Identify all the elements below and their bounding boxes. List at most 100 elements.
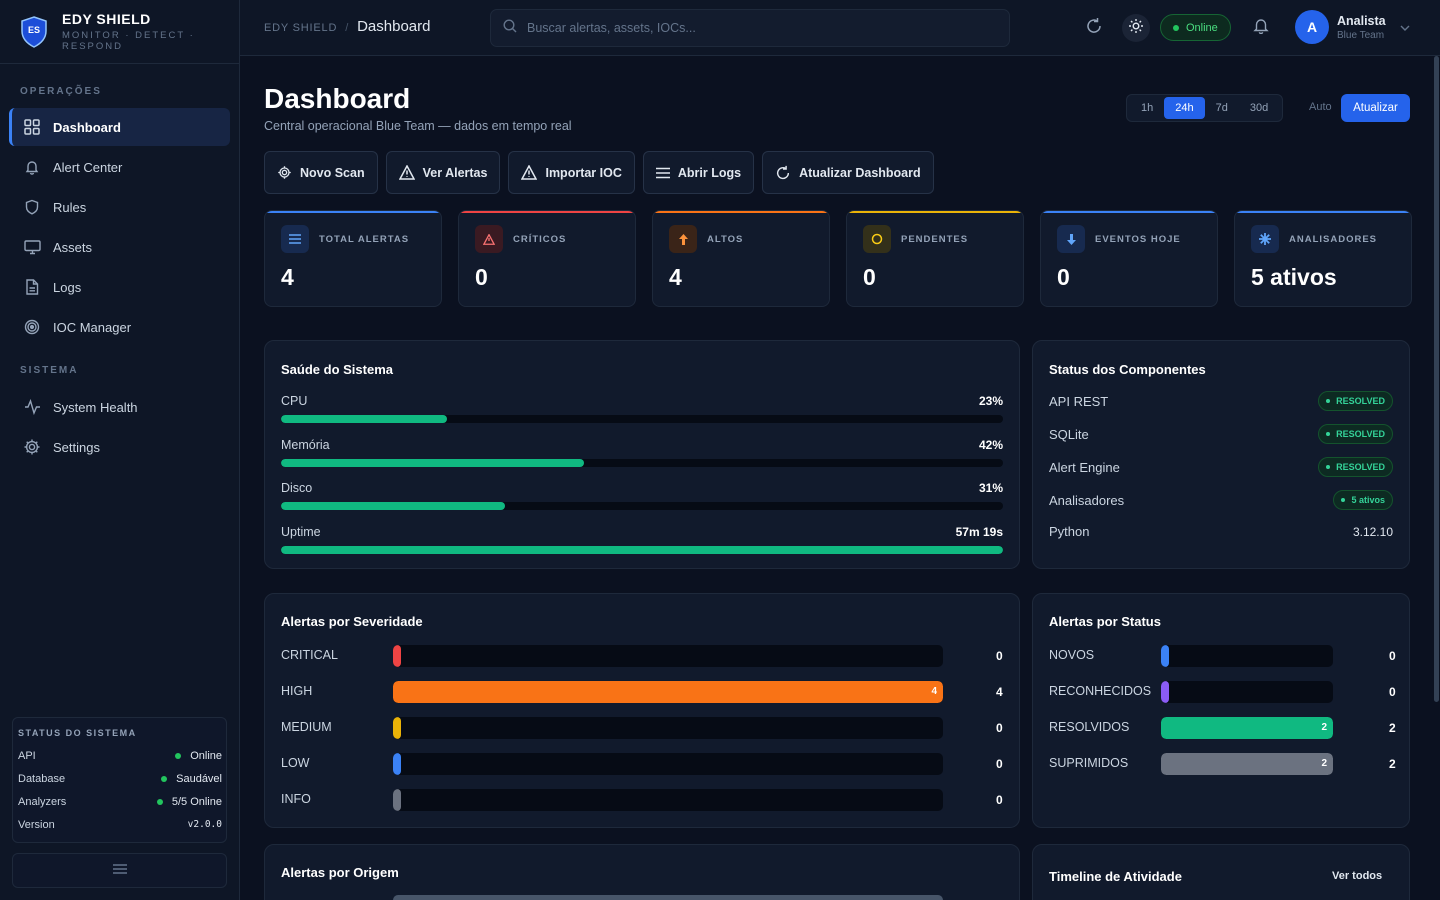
bar-fill[interactable]: 2 [1161, 717, 1333, 739]
bar-count: 2 [1389, 721, 1396, 735]
system-status-row: Version v2.0.0 [18, 813, 222, 836]
breadcrumb-current: Dashboard [357, 18, 431, 35]
action-label: Novo Scan [300, 165, 365, 180]
component-label: API REST [1049, 393, 1109, 409]
nav-section-operations: OPERAÇÕES [20, 86, 102, 97]
bar-fill[interactable] [393, 717, 401, 739]
refresh-button[interactable]: Atualizar [1341, 94, 1410, 122]
sidebar-item-dashboard[interactable]: Dashboard [9, 108, 230, 146]
status-value: v2.0.0 [187, 819, 222, 830]
range-option-30d[interactable]: 30d [1249, 102, 1269, 114]
kpi-label: ANALISADORES [1289, 233, 1378, 245]
sidebar-item-alert-center[interactable]: Alert Center [9, 148, 230, 186]
kpi-value: 0 [863, 264, 876, 290]
refresh-dashboard-button[interactable]: Atualizar Dashboard [762, 151, 934, 194]
status-chart-card: Alertas por Status NOVOS 0 RECONHECIDOS 0 RE… [1032, 593, 1410, 828]
metric-track [281, 502, 1003, 510]
kpi-critical[interactable]: CRÍTICOS 0 [458, 210, 636, 307]
search-input[interactable] [527, 21, 987, 35]
arrow-up-icon [669, 225, 697, 253]
sidebar-item-logs[interactable]: Logs [9, 268, 230, 306]
bar-label: INFO [281, 792, 311, 806]
breadcrumb-root[interactable]: EDY SHIELD [264, 22, 338, 34]
gear-icon [278, 166, 291, 179]
import-ioc-button[interactable]: Importar IOC [508, 151, 635, 194]
user-menu[interactable]: A Analista Blue Team [1295, 10, 1410, 44]
refresh-icon [777, 165, 790, 179]
sidebar: ES EDY SHIELD MONITOR · DETECT · RESPOND… [0, 0, 240, 900]
auto-refresh-toggle[interactable]: Auto [1309, 101, 1332, 113]
component-label: Analisadores [1049, 492, 1125, 508]
bar-label: RESOLVIDOS [1049, 720, 1130, 734]
sidebar-item-assets[interactable]: Assets [9, 228, 230, 266]
collapse-sidebar-button[interactable] [12, 853, 227, 888]
bell-icon [23, 158, 41, 176]
view-all-link[interactable]: Ver todos [1332, 870, 1383, 882]
metric-memory: Memória 42% [281, 438, 1003, 467]
kpi-pending[interactable]: PENDENTES 0 [846, 210, 1024, 307]
kpi-total-alerts[interactable]: TOTAL ALERTAS 4 [264, 210, 442, 307]
range-option-24h[interactable]: 24h [1164, 97, 1205, 119]
bar-fill[interactable]: 2 [1161, 753, 1333, 775]
action-label: Atualizar Dashboard [799, 165, 921, 180]
component-value: 3.12.10 [1352, 524, 1393, 539]
sidebar-item-settings[interactable]: Settings [9, 428, 230, 466]
system-health-card: Saúde do Sistema CPU 23% Memória 42% Disco… [264, 340, 1020, 569]
theme-toggle-button[interactable] [1122, 14, 1150, 42]
bar-count: 0 [996, 793, 1003, 807]
action-label: Abrir Logs [677, 165, 742, 180]
metric-value: 23% [978, 394, 1003, 408]
sidebar-item-ioc-manager[interactable]: IOC Manager [9, 308, 230, 346]
system-status-title: STATUS DO SISTEMA [18, 728, 137, 738]
search-bar[interactable] [490, 9, 1010, 47]
bar-track [393, 753, 943, 775]
scrollbar[interactable] [1434, 56, 1439, 702]
kpi-high[interactable]: ALTOS 4 [652, 210, 830, 307]
sidebar-item-label: Assets [53, 239, 93, 255]
kpi-events-today[interactable]: EVENTOS HOJE 0 [1040, 210, 1218, 307]
monitor-icon [23, 238, 41, 256]
bar-fill[interactable] [1161, 681, 1169, 703]
brand[interactable]: ES EDY SHIELD MONITOR · DETECT · RESPOND [0, 0, 239, 64]
kpi-analyzers[interactable]: ANALISADORES 5 ativos [1234, 210, 1412, 307]
bar-fill[interactable] [393, 789, 401, 811]
bar-fill[interactable] [393, 645, 401, 667]
avatar: A [1295, 10, 1329, 44]
component-row: Python 3.12.10 [1049, 524, 1393, 539]
card-title: Status dos Componentes [1049, 362, 1206, 377]
sidebar-item-rules[interactable]: Rules [9, 188, 230, 226]
refresh-icon-button[interactable] [1080, 14, 1108, 42]
bar-fill[interactable]: 4 [393, 681, 943, 703]
new-scan-button[interactable]: Novo Scan [264, 151, 378, 194]
circle-icon [863, 225, 891, 253]
refresh-icon [1085, 17, 1103, 40]
kpi-label: CRÍTICOS [513, 233, 567, 245]
range-option-7d[interactable]: 7d [1215, 102, 1228, 114]
warning-icon [398, 165, 415, 180]
sidebar-item-label: System Health [53, 399, 138, 415]
target-icon [23, 318, 41, 336]
status-value: 5/5 Online [171, 795, 222, 808]
bar-fill[interactable] [393, 753, 401, 775]
bar-fill[interactable] [1161, 645, 1169, 667]
sidebar-item-system-health[interactable]: System Health [9, 388, 230, 426]
components-status-card: Status dos Componentes API REST RESOLVED… [1032, 340, 1410, 569]
kpi-label: PENDENTES [901, 233, 969, 245]
notifications-button[interactable] [1247, 14, 1275, 42]
metric-disk: Disco 31% [281, 481, 1003, 510]
menu-icon [655, 167, 670, 178]
time-range-selector: 1h 24h 7d 30d [1126, 94, 1284, 122]
online-label: Online [1186, 21, 1218, 34]
bar-label: LOW [281, 756, 310, 770]
kpi-value: 0 [475, 264, 488, 290]
bar-track: 2 [1161, 753, 1333, 775]
view-alerts-button[interactable]: Ver Alertas [385, 151, 501, 194]
range-option-1h[interactable]: 1h [1141, 102, 1154, 114]
brand-title: EDY SHIELD [62, 11, 151, 27]
metric-value: 42% [978, 438, 1003, 452]
open-logs-button[interactable]: Abrir Logs [642, 151, 755, 194]
warning-icon [521, 165, 538, 180]
breadcrumb: EDY SHIELD / Dashboard [264, 18, 430, 35]
user-role: Blue Team [1337, 29, 1385, 41]
metric-fill [281, 502, 505, 510]
